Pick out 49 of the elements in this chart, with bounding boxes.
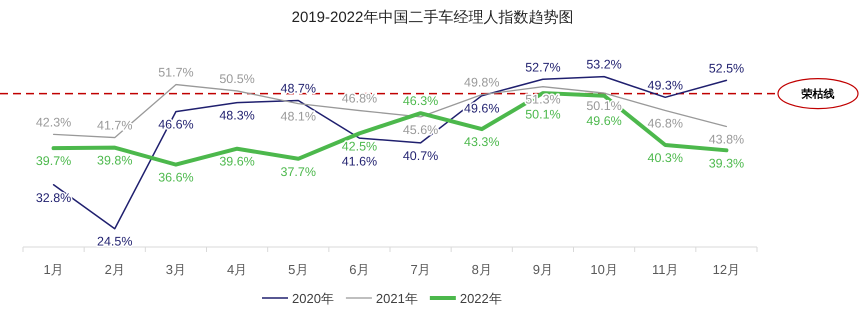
- x-tick-label: 8月: [472, 262, 492, 277]
- data-label: 42.5%: [342, 139, 378, 154]
- data-label: 49.3%: [648, 78, 683, 92]
- data-label: 46.8%: [342, 92, 378, 106]
- chart-title: 2019-2022年中国二手车经理人指数趋势图: [292, 9, 574, 26]
- x-tick-label: 1月: [43, 262, 64, 277]
- data-label: 48.7%: [280, 81, 316, 96]
- data-label: 50.1%: [525, 108, 561, 122]
- data-label: 52.5%: [708, 61, 744, 76]
- x-tick-label: 12月: [712, 262, 740, 277]
- data-label: 49.6%: [464, 102, 500, 116]
- data-label: 52.7%: [525, 60, 561, 74]
- data-label: 39.6%: [219, 154, 255, 169]
- data-label: 49.8%: [464, 76, 500, 90]
- data-label: 32.8%: [36, 190, 72, 205]
- data-label: 39.7%: [36, 154, 72, 168]
- data-label: 24.5%: [97, 234, 132, 249]
- data-label: 37.7%: [280, 164, 316, 179]
- data-label: 42.3%: [36, 115, 72, 130]
- data-label: 39.3%: [708, 156, 744, 170]
- data-label: 45.6%: [402, 122, 438, 137]
- ref-line-label: 荣枯线: [800, 88, 834, 101]
- data-label: 46.3%: [402, 94, 438, 108]
- legend-label: 2020年: [292, 291, 334, 306]
- data-label: 40.7%: [402, 148, 438, 163]
- data-label: 51.7%: [158, 66, 194, 80]
- x-tick-label: 11月: [652, 262, 678, 277]
- data-label: 46.8%: [648, 116, 683, 131]
- data-label: 50.5%: [219, 72, 255, 86]
- data-label: 41.6%: [342, 154, 378, 168]
- data-label: 40.3%: [648, 151, 683, 166]
- x-tick-label: 6月: [349, 262, 370, 277]
- data-label: 53.2%: [586, 58, 622, 72]
- x-tick-label: 7月: [410, 262, 431, 277]
- data-label: 39.8%: [97, 154, 132, 168]
- x-tick-label: 3月: [166, 262, 186, 277]
- data-label: 48.3%: [219, 108, 255, 123]
- legend-label: 2021年: [376, 291, 418, 306]
- data-label: 36.6%: [158, 170, 194, 185]
- x-tick-label: 4月: [226, 262, 248, 277]
- legend-label: 2022年: [460, 291, 502, 306]
- data-label: 48.1%: [280, 110, 316, 124]
- x-tick-label: 9月: [532, 262, 554, 277]
- x-tick-label: 10月: [590, 262, 618, 277]
- x-tick-label: 2月: [104, 262, 125, 277]
- data-label: 43.3%: [464, 135, 500, 150]
- data-label: 43.8%: [708, 132, 744, 146]
- data-label: 49.6%: [586, 114, 622, 128]
- x-tick-label: 5月: [288, 262, 308, 277]
